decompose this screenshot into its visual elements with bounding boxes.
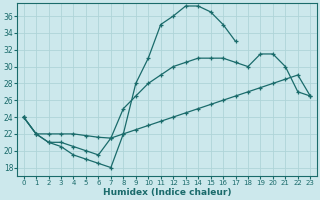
X-axis label: Humidex (Indice chaleur): Humidex (Indice chaleur) bbox=[103, 188, 231, 197]
